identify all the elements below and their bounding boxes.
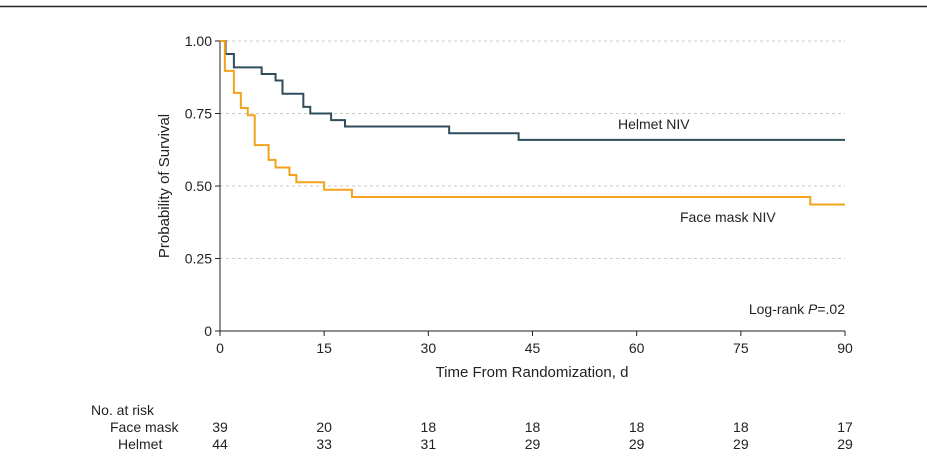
risk-value-face-mask-30: 18 (421, 419, 437, 435)
risk-value-face-mask-0: 39 (212, 419, 228, 435)
risk-value-face-mask-90: 17 (837, 419, 853, 435)
curve-helmet-niv (220, 40, 845, 141)
risk-value-helmet-0: 44 (212, 436, 228, 452)
y-ticks: 0 0.25 0.50 0.75 1.00 (185, 33, 220, 339)
risk-value-helmet-60: 29 (629, 436, 645, 452)
risk-table-title: No. at risk (91, 402, 155, 418)
survival-curves (220, 40, 845, 206)
y-tick-label-2: 0.50 (185, 178, 212, 194)
y-axis-title: Probability of Survival (156, 114, 173, 258)
risk-row-label-face-mask: Face mask (110, 419, 179, 435)
risk-value-helmet-75: 29 (733, 436, 749, 452)
risk-value-helmet-30: 31 (421, 436, 437, 452)
x-ticks: 0 15 30 45 60 75 90 (216, 331, 853, 356)
x-tick-label-3: 45 (525, 340, 541, 356)
curve-face-mask-niv (220, 40, 845, 206)
y-tick-label-0: 0 (204, 323, 212, 339)
gridlines (220, 40, 845, 259)
risk-value-face-mask-60: 18 (629, 419, 645, 435)
risk-value-face-mask-15: 20 (316, 419, 332, 435)
logrank-p: P (808, 301, 818, 317)
risk-value-helmet-15: 33 (316, 436, 332, 452)
logrank-annotation: Log-rank P=.02 (749, 301, 845, 317)
risk-value-face-mask-45: 18 (525, 419, 541, 435)
facemask-series-label: Face mask NIV (680, 209, 776, 225)
risk-value-face-mask-75: 18 (733, 419, 749, 435)
logrank-prefix: Log-rank (749, 301, 808, 317)
risk-value-helmet-90: 29 (837, 436, 853, 452)
y-tick-label-1: 0.25 (185, 251, 212, 267)
x-tick-label-1: 15 (316, 340, 332, 356)
risk-row-label-helmet: Helmet (118, 436, 162, 452)
y-tick-label-4: 1.00 (185, 33, 212, 49)
logrank-value: =.02 (817, 301, 845, 317)
risk-value-helmet-45: 29 (525, 436, 541, 452)
x-tick-label-0: 0 (216, 340, 224, 356)
x-tick-label-2: 30 (421, 340, 437, 356)
risk-table: No. at risk Face mask 39 20 18 18 18 18 17 Helme… (91, 402, 853, 452)
x-tick-label-6: 90 (837, 340, 853, 356)
y-tick-label-3: 0.75 (185, 106, 212, 122)
helmet-series-label: Helmet NIV (618, 116, 690, 132)
x-tick-label-4: 60 (629, 340, 645, 356)
x-axis-title: Time From Randomization, d (436, 364, 629, 381)
x-tick-label-5: 75 (733, 340, 749, 356)
